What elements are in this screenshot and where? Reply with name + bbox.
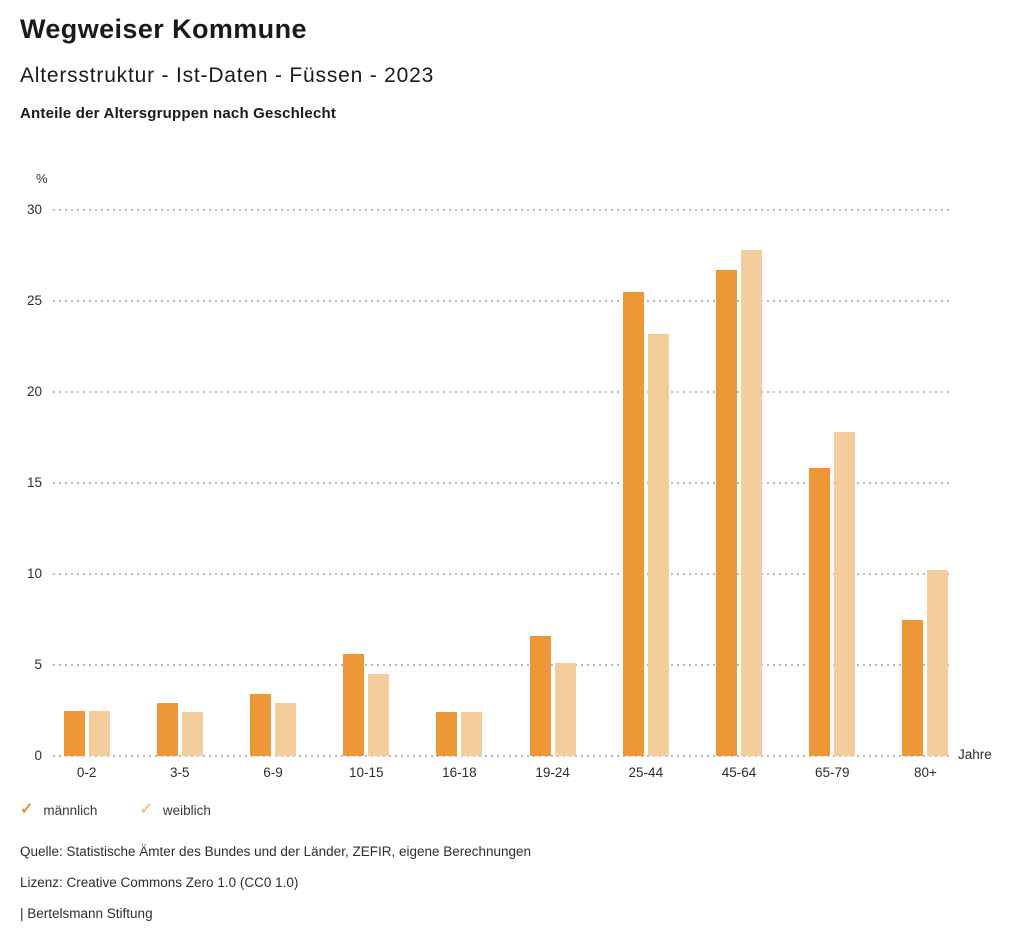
y-tick-10: 10 xyxy=(26,566,42,582)
bar-group-65-79: 65-79 xyxy=(786,210,879,780)
gridline-20 xyxy=(53,391,953,394)
bar-group-16-18: 16-18 xyxy=(413,210,506,780)
gridline-25 xyxy=(53,300,953,302)
bar-weiblich-0-2[interactable] xyxy=(88,710,110,756)
bar-group-25-44: 25-44 xyxy=(599,210,692,780)
bar-maennlich-25-44[interactable] xyxy=(622,291,644,756)
legend: ✓ männlich ✓ weiblich xyxy=(20,802,211,818)
bar-maennlich-0-2[interactable] xyxy=(63,710,85,756)
y-tick-25: 25 xyxy=(26,293,42,308)
bar-group-6-9: 6-9 xyxy=(226,210,319,780)
bar-weiblich-80+[interactable] xyxy=(927,570,949,756)
bar-weiblich-6-9[interactable] xyxy=(275,703,296,756)
x-tick-6-9: 6-9 xyxy=(263,765,283,780)
gridline-5 xyxy=(53,664,953,667)
x-tick-10-15: 10-15 xyxy=(348,765,384,780)
y-tick-0: 0 xyxy=(34,748,42,763)
bar-maennlich-19-24[interactable] xyxy=(529,635,551,756)
legend-item-label: männlich xyxy=(43,802,98,818)
x-tick-0-2: 0-2 xyxy=(76,765,97,780)
x-tick-25-44: 25-44 xyxy=(628,765,664,780)
bar-weiblich-3-5[interactable] xyxy=(181,712,203,756)
bar-maennlich-80+[interactable] xyxy=(902,619,924,756)
x-tick-80+: 80+ xyxy=(913,765,937,780)
legend-item-label: weiblich xyxy=(162,802,211,818)
x-tick-19-24: 19-24 xyxy=(535,765,570,780)
x-tick-45-64: 45-64 xyxy=(721,765,757,780)
y-tick-30: 30 xyxy=(26,202,42,217)
y-tick-5: 5 xyxy=(34,657,42,673)
bar-groups: 0-2 3-5 6-9 10-15 16-18 19-24 25-44 45-64 65-79 8… xyxy=(40,210,972,780)
gridline-30 xyxy=(53,209,953,211)
chart-heading: Anteile der Altersgruppen nach Geschlech… xyxy=(20,105,337,122)
bar-weiblich-45-64[interactable] xyxy=(741,250,763,756)
legend-item-maennlich[interactable]: ✓ männlich xyxy=(20,802,97,818)
check-icon: ✓ xyxy=(139,801,153,818)
bar-group-45-64: 45-64 xyxy=(692,210,785,780)
page-title: Wegweiser Kommune xyxy=(20,14,307,44)
bar-weiblich-10-15[interactable] xyxy=(368,674,390,756)
bar-weiblich-65-79[interactable] xyxy=(834,432,856,756)
bar-maennlich-16-18[interactable] xyxy=(436,712,458,756)
bar-maennlich-3-5[interactable] xyxy=(156,703,178,756)
bar-weiblich-25-44[interactable] xyxy=(647,333,669,756)
footer: Quelle: Statistische Ämter des Bundes un… xyxy=(20,843,531,936)
bar-weiblich-19-24[interactable] xyxy=(554,663,576,756)
bar-group-0-2: 0-2 xyxy=(40,210,133,780)
bar-maennlich-45-64[interactable] xyxy=(716,270,738,756)
check-icon: ✓ xyxy=(20,801,34,818)
bar-group-19-24: 19-24 xyxy=(506,210,599,780)
source-note: Quelle: Statistische Ämter des Bundes un… xyxy=(20,844,532,859)
y-axis-tick-labels: 0 5 10 15 20 25 30 xyxy=(0,202,42,763)
y-tick-15: 15 xyxy=(26,475,42,490)
bar-group-3-5: 3-5 xyxy=(133,210,226,780)
page-subtitle: Altersstruktur - Ist-Daten - Füssen - 20… xyxy=(20,64,435,87)
y-axis-unit-label: % xyxy=(36,171,48,186)
bar-group-80+: 80+ xyxy=(879,210,972,780)
plot-area xyxy=(53,209,953,757)
attribution-note: | Bertelsmann Stiftung xyxy=(20,906,153,921)
bar-maennlich-6-9[interactable] xyxy=(250,694,271,756)
license-note: Lizenz: Creative Commons Zero 1.0 (CC0 1… xyxy=(20,875,299,890)
bar-weiblich-16-18[interactable] xyxy=(461,712,483,756)
legend-item-weiblich[interactable]: ✓ weiblich xyxy=(139,802,210,818)
bar-maennlich-10-15[interactable] xyxy=(343,654,365,756)
gridline-15 xyxy=(53,482,953,484)
gridline-10 xyxy=(53,573,953,576)
x-tick-3-5: 3-5 xyxy=(170,765,190,780)
x-tick-65-79: 65-79 xyxy=(814,765,850,780)
y-tick-20: 20 xyxy=(26,384,42,400)
x-axis-unit-label: Jahre xyxy=(958,747,992,762)
x-tick-16-18: 16-18 xyxy=(442,765,477,780)
bar-group-10-15: 10-15 xyxy=(320,210,413,780)
gridline-0 xyxy=(53,755,953,757)
bar-maennlich-65-79[interactable] xyxy=(809,468,831,756)
